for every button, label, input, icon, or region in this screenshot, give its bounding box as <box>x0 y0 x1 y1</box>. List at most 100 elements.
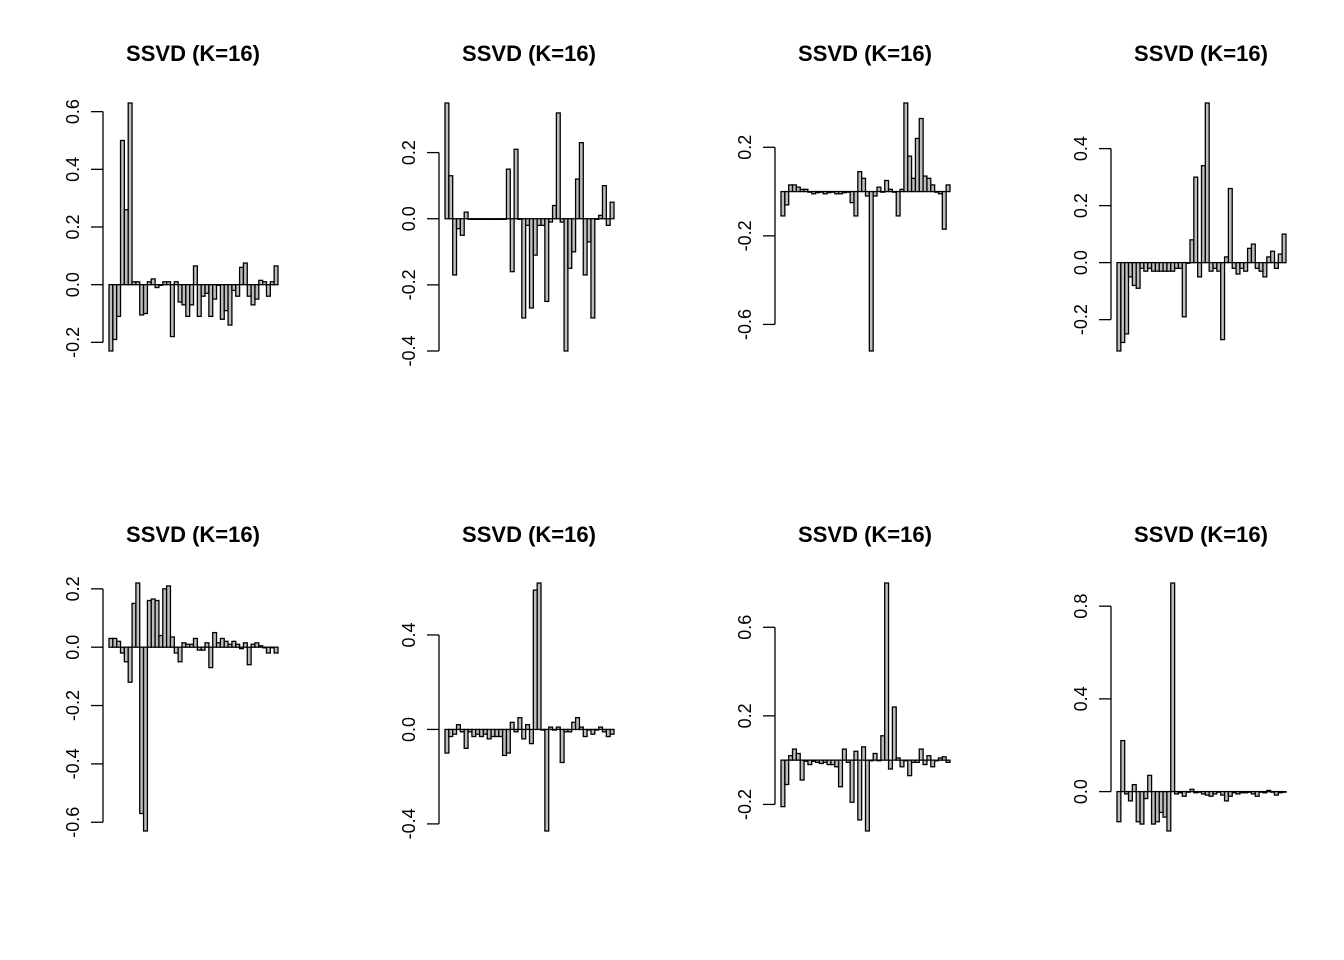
bar <box>517 716 523 731</box>
bar <box>177 646 183 663</box>
bar <box>444 102 450 220</box>
bar <box>887 759 894 770</box>
y-tick-label: -0.2 <box>63 327 83 358</box>
bar <box>899 759 905 768</box>
bar <box>273 646 279 654</box>
bar <box>127 102 133 286</box>
y-tick-label: -0.2 <box>735 220 755 251</box>
bar <box>784 759 790 786</box>
bar <box>169 636 175 648</box>
bar <box>895 190 901 217</box>
bar <box>567 728 573 733</box>
bar <box>922 759 928 766</box>
bar <box>868 190 874 352</box>
chart-panel-3: SSVD (K=16) -0.6 -0.2 0.2 <box>735 41 951 352</box>
bar <box>559 728 565 764</box>
y-tick-label: 0.0 <box>63 635 83 660</box>
bar <box>864 759 870 832</box>
bar <box>135 582 141 648</box>
bar <box>238 646 245 650</box>
bar <box>914 759 920 764</box>
bar <box>463 211 469 220</box>
bar <box>1227 187 1233 264</box>
y-tick-label: 0.8 <box>1071 594 1091 619</box>
bar <box>590 218 596 319</box>
bar <box>509 218 515 273</box>
bar <box>513 728 519 733</box>
bar <box>918 117 924 193</box>
bar <box>173 281 179 286</box>
bar <box>254 284 260 300</box>
bar <box>521 728 527 740</box>
bar <box>1124 261 1130 335</box>
y-tick-label: 0.4 <box>399 622 419 647</box>
y-tick-label: 0.6 <box>735 615 755 640</box>
bar <box>930 184 936 193</box>
bar <box>853 750 859 761</box>
y-tick-label: -0.2 <box>1071 304 1091 335</box>
chart-title: SSVD (K=16) <box>126 41 260 66</box>
bar <box>452 728 458 735</box>
bar <box>1254 790 1260 797</box>
bar <box>1220 261 1226 341</box>
bar <box>1243 261 1249 272</box>
bar <box>192 637 198 648</box>
bar <box>872 752 878 761</box>
bar <box>235 284 241 297</box>
bar <box>907 155 913 193</box>
bar <box>208 646 214 669</box>
bar <box>154 599 160 648</box>
bar <box>887 188 894 193</box>
bar <box>857 759 863 821</box>
chart-title: SSVD (K=16) <box>1134 41 1268 66</box>
y-tick-label: -0.4 <box>399 808 419 839</box>
bar <box>127 646 133 683</box>
bar <box>1166 790 1172 832</box>
chart-title: SSVD (K=16) <box>126 522 260 547</box>
bar <box>578 726 584 731</box>
bar <box>261 281 268 286</box>
bar <box>509 721 515 731</box>
bar <box>803 188 809 193</box>
bar <box>1227 790 1233 797</box>
bar <box>945 184 951 193</box>
y-tick-label: -0.4 <box>399 335 419 366</box>
bar <box>861 746 867 761</box>
bar <box>544 218 550 303</box>
bar <box>1273 261 1279 269</box>
bar <box>891 706 897 761</box>
bar <box>150 278 156 286</box>
bar <box>142 284 149 315</box>
bar <box>192 265 198 286</box>
bar <box>597 726 604 731</box>
bar <box>548 726 554 731</box>
y-tick-label: 0.0 <box>399 717 419 742</box>
y-tick-label: -0.6 <box>63 807 83 838</box>
bar <box>861 177 867 193</box>
bar <box>1147 774 1153 793</box>
y-tick-label: 0.4 <box>1071 136 1091 161</box>
chart-panel-8: SSVD (K=16) 0.0 0.4 0.8 <box>1071 522 1287 832</box>
y-tick-label: -0.2 <box>63 690 83 721</box>
bar <box>895 757 901 761</box>
y-tick-label: 0.2 <box>735 135 755 160</box>
bar <box>872 190 878 197</box>
bar <box>601 185 607 220</box>
bar <box>505 168 511 220</box>
bar <box>853 190 859 217</box>
bar <box>563 218 569 352</box>
bar <box>165 585 172 648</box>
bar <box>235 643 241 648</box>
bar <box>455 724 462 731</box>
bar <box>799 759 805 781</box>
bar <box>200 646 206 651</box>
y-tick-label: 0.4 <box>1071 686 1091 711</box>
bar <box>837 759 844 788</box>
bar <box>528 728 534 745</box>
chart-panel-7: SSVD (K=16) -0.2 0.2 0.6 <box>735 522 951 832</box>
bar <box>578 142 584 220</box>
bar <box>784 190 790 206</box>
chart-panel-2: SSVD (K=16) -0.4 -0.2 0.0 0.2 <box>399 41 615 367</box>
bar <box>903 102 909 193</box>
